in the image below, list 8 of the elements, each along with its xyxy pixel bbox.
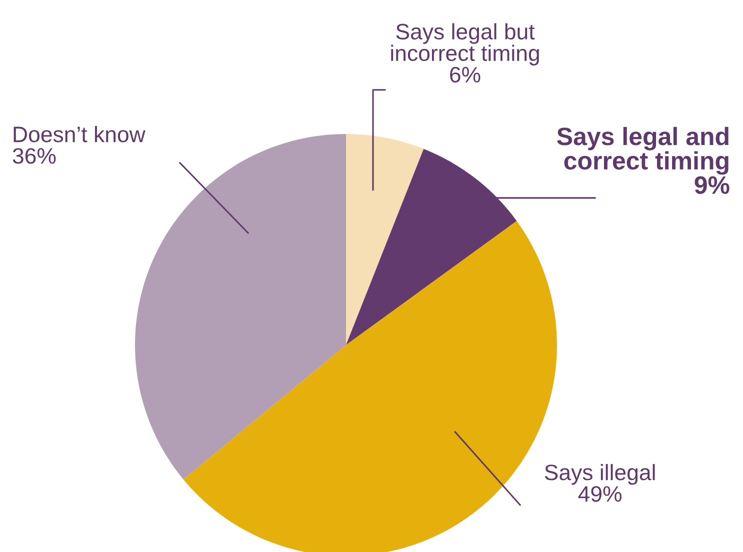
slice-label: Doesn’t know: [14, 126, 146, 142]
data-label: 9%: [694, 176, 730, 194]
data-label: 6%: [450, 66, 480, 83]
slice-label: Says illegal: [544, 464, 655, 485]
slice-label: Says legal and correct timing: [557, 126, 728, 175]
data-label: 36%: [12, 148, 56, 164]
slice-label: Says legal but incorrect timing: [391, 23, 539, 66]
data-label: 49%: [578, 486, 622, 502]
